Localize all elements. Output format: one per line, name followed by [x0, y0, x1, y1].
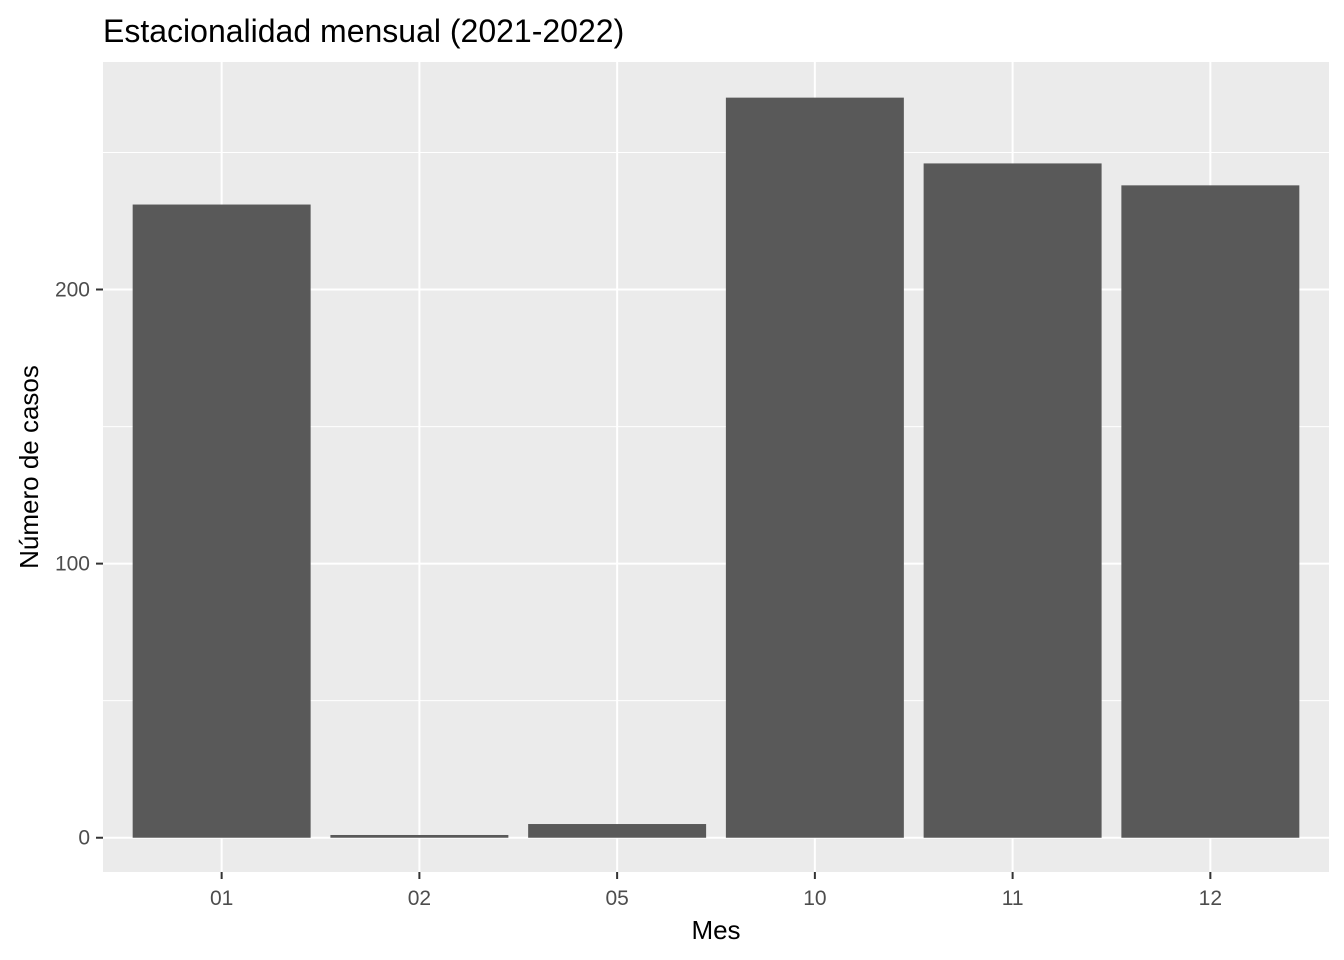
bar-01 [132, 204, 311, 838]
x-tick-label: 12 [1199, 887, 1222, 910]
bar-12 [1121, 185, 1300, 838]
bar-10 [725, 97, 904, 838]
x-axis-title: Mes [691, 915, 740, 945]
y-axis: 0 100 200 [55, 279, 103, 850]
chart-title: Estacionalidad mensual (2021-2022) [103, 13, 624, 49]
x-tick-label: 02 [408, 887, 431, 910]
y-tick-label: 0 [78, 827, 90, 850]
x-axis: 01 02 05 10 11 12 [210, 872, 1222, 910]
x-tick-label: 01 [210, 887, 233, 910]
y-tick-label: 200 [55, 279, 90, 302]
bar-05 [528, 824, 707, 838]
y-axis-title: Número de casos [14, 365, 44, 569]
bar-11 [923, 163, 1102, 838]
bars [132, 97, 1300, 838]
y-tick-label: 100 [55, 553, 90, 576]
x-tick-label: 05 [605, 887, 628, 910]
x-tick-label: 11 [1002, 887, 1024, 910]
bar-02 [330, 834, 509, 838]
x-tick-label: 10 [803, 887, 826, 910]
